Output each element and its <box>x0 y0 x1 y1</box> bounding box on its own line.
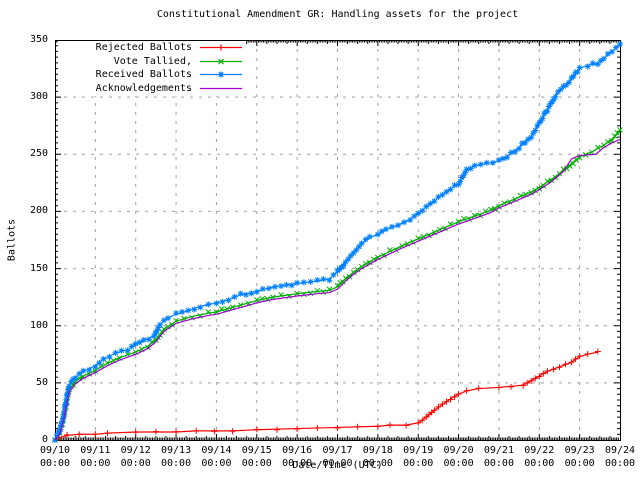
y-tick-label: 150 <box>29 262 48 274</box>
x-tick-date: 09/19 <box>403 445 434 456</box>
x-tick-time: 00:00 <box>483 458 514 469</box>
legend-item-vote-tallied: Vote Tallied, <box>58 55 244 69</box>
x-tick-time: 00:00 <box>403 458 434 469</box>
x-tick-date: 09/11 <box>80 445 111 456</box>
x-tick-time: 00:00 <box>282 458 313 469</box>
legend-item-rejected-ballots: Rejected Ballots <box>58 41 244 55</box>
x-tick-time: 00:00 <box>604 458 636 469</box>
y-tick-label: 250 <box>29 148 48 160</box>
legend-label: Acknowledgements <box>95 82 192 94</box>
x-tick-label: 09/15 00:00 <box>227 444 287 470</box>
x-tick-label: 09/13 00:00 <box>146 444 206 470</box>
series-line-rejected-ballots <box>54 351 598 441</box>
x-tick-date: 09/15 <box>241 445 272 456</box>
plot-border <box>55 40 621 441</box>
x-tick-date: 09/24 <box>604 445 636 456</box>
x-tick-time: 00:00 <box>322 458 353 469</box>
x-tick-label: 09/12 00:00 <box>106 444 166 470</box>
x-tick-date: 09/17 <box>322 445 353 456</box>
x-tick-time: 00:00 <box>80 458 111 469</box>
x-tick-label: 09/16 00:00 <box>267 444 327 470</box>
chart-title: Constitutional Amendment GR: Handling as… <box>156 9 519 20</box>
x-tick-date: 09/18 <box>362 445 393 456</box>
series-markers-vote-tallied <box>52 127 623 443</box>
y-tick-label: 50 <box>35 376 48 388</box>
legend-plus-marker-icon <box>200 44 242 51</box>
x-tick-label: 09/17 00:00 <box>308 444 368 470</box>
x-tick-date: 09/16 <box>282 445 313 456</box>
y-tick-label: 300 <box>29 91 48 103</box>
x-tick-date: 09/21 <box>483 445 514 456</box>
x-tick-label: 09/19 00:00 <box>388 444 448 470</box>
x-tick-date: 09/20 <box>443 445 474 456</box>
series-line-acknowledgements <box>54 138 621 441</box>
x-tick-time: 00:00 <box>201 458 232 469</box>
x-tick-label: 09/14 00:00 <box>186 444 246 470</box>
y-tick-label: 350 <box>29 34 48 45</box>
legend: Rejected Ballots Vote Tallied, Received Ba… <box>58 41 246 96</box>
x-tick-date: 09/22 <box>524 445 555 456</box>
gridlines <box>55 40 620 440</box>
x-tick-time: 00:00 <box>241 458 272 469</box>
x-tick-label: 09/10 00:00 <box>25 444 85 470</box>
x-tick-label: 09/22 00:00 <box>509 444 569 470</box>
x-tick-time: 00:00 <box>120 458 151 469</box>
x-tick-time: 00:00 <box>161 458 192 469</box>
x-tick-time: 00:00 <box>362 458 393 469</box>
x-tick-label: 09/24 00:00 <box>590 444 640 470</box>
x-tick-time: 00:00 <box>524 458 555 469</box>
legend-label: Rejected Ballots <box>95 42 192 54</box>
legend-line-icon <box>200 87 242 89</box>
x-tick-time: 00:00 <box>443 458 474 469</box>
x-tick-label: 09/23 00:00 <box>550 444 610 470</box>
legend-label: Received Ballots <box>95 69 192 81</box>
series-line-vote-tallied <box>54 131 621 441</box>
x-tick-label: 09/20 00:00 <box>429 444 489 470</box>
legend-cross-marker-icon <box>200 58 242 65</box>
x-tick-date: 09/10 <box>39 445 71 456</box>
legend-star-marker-icon <box>200 71 242 78</box>
y-tick-label: 0 <box>41 434 48 445</box>
x-tick-time: 00:00 <box>39 458 71 469</box>
x-tick-label: 09/21 00:00 <box>469 444 529 470</box>
x-tick-date: 09/12 <box>120 445 151 456</box>
y-tick-label: 100 <box>29 319 48 331</box>
legend-label: Vote Tallied, <box>113 55 192 67</box>
x-tick-date: 09/14 <box>201 445 232 456</box>
x-tick-date: 09/13 <box>161 445 192 456</box>
legend-item-received-ballots: Received Ballots <box>58 68 244 82</box>
x-tick-date: 09/23 <box>564 445 595 456</box>
x-tick-time: 00:00 <box>564 458 595 469</box>
y-tick-label: 200 <box>29 205 48 217</box>
legend-item-acknowledgements: Acknowledgements <box>58 82 244 96</box>
x-tick-label: 09/18 00:00 <box>348 444 408 470</box>
x-tick-label: 09/11 00:00 <box>65 444 125 470</box>
series-markers-rejected-ballots <box>52 348 601 443</box>
x-axis-label: Date/Time (UTC) <box>292 460 383 471</box>
